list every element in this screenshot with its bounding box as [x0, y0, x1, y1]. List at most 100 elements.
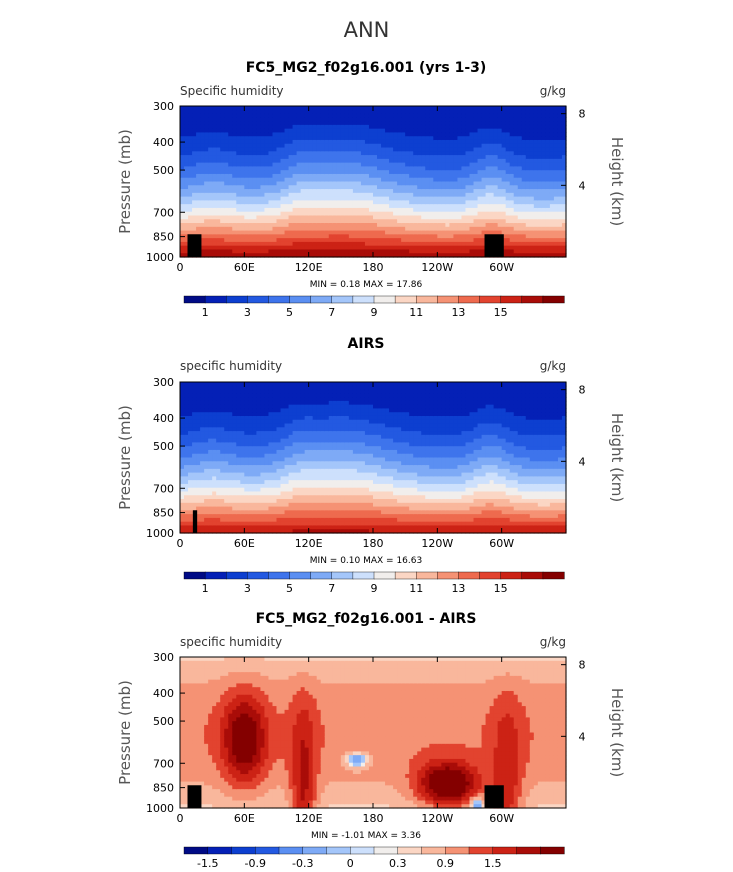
contour-cell — [405, 109, 410, 115]
contour-cell — [200, 189, 205, 194]
contour-cell — [236, 124, 241, 130]
contour-cell — [320, 177, 326, 183]
contour-cell — [196, 109, 201, 115]
contour-cell — [208, 207, 213, 213]
contour-cell — [505, 177, 511, 183]
contour-cell — [240, 400, 245, 406]
contour-cell — [180, 453, 185, 459]
contour-cell — [204, 495, 209, 500]
contour-cell — [200, 136, 205, 141]
contour-cell — [489, 177, 495, 183]
contour-cell — [188, 412, 193, 417]
contour-cell — [264, 207, 270, 213]
contour-cell — [529, 245, 535, 251]
contour-cell — [308, 109, 314, 115]
contour-cell — [373, 136, 378, 141]
contour-cell — [501, 181, 507, 186]
contour-cell — [192, 438, 197, 444]
contour-cell — [228, 476, 233, 481]
contour-cell — [272, 491, 278, 496]
contour-cell — [300, 109, 306, 115]
contour-cell — [184, 483, 189, 489]
contour-cell — [545, 177, 551, 183]
contour-cell — [280, 506, 286, 511]
contour-cell — [381, 106, 386, 111]
contour-cell — [497, 158, 503, 164]
contour-cell — [477, 189, 483, 194]
contour-cell — [200, 427, 205, 432]
contour-cell — [272, 253, 278, 258]
contour-cell — [204, 230, 209, 235]
contour-cell — [385, 128, 390, 134]
contour-cell — [204, 200, 209, 205]
contour-cell — [513, 226, 519, 232]
contour-cell — [356, 121, 362, 126]
contour-cell — [509, 230, 515, 235]
contour-cell — [328, 173, 334, 179]
contour-cell — [208, 423, 213, 428]
contour-cell — [469, 143, 475, 149]
contour-cell — [405, 113, 410, 118]
contour-cell — [433, 109, 438, 115]
contour-cell — [429, 155, 434, 160]
contour-cell — [328, 253, 334, 258]
contour-cell — [208, 121, 213, 126]
contour-cell — [252, 249, 257, 254]
contour-cell — [537, 143, 543, 149]
contour-cell — [272, 245, 278, 251]
contour-cell — [549, 241, 555, 247]
contour-cell — [493, 226, 499, 232]
contour-cell — [216, 147, 221, 152]
contour-cell — [453, 173, 459, 179]
contour-cell — [389, 241, 394, 247]
contour-cell — [393, 106, 398, 111]
contour-cell — [477, 113, 483, 118]
contour-cell — [557, 177, 563, 183]
contour-cell — [537, 226, 543, 232]
contour-cell — [296, 143, 302, 149]
contour-cell — [264, 468, 270, 474]
contour-cell — [208, 109, 213, 115]
contour-cell — [208, 461, 213, 466]
contour-cell — [445, 136, 450, 141]
contour-cell — [344, 215, 350, 220]
contour-cell — [501, 173, 507, 179]
contour-cell — [501, 128, 507, 134]
contour-cell — [513, 143, 519, 149]
contour-cell — [324, 106, 330, 111]
contour-cell — [501, 136, 507, 141]
contour-cell — [340, 139, 346, 145]
contour-cell — [248, 166, 253, 171]
contour-cell — [521, 170, 527, 175]
contour-cell — [320, 189, 326, 194]
contour-cell — [264, 223, 270, 228]
contour-cell — [236, 480, 241, 485]
contour-cell — [244, 438, 249, 444]
contour-cell — [344, 177, 350, 183]
contour-cell — [276, 476, 282, 481]
contour-cell — [445, 189, 450, 194]
contour-cell — [513, 245, 519, 251]
contour-cell — [280, 382, 286, 387]
contour-cell — [561, 124, 567, 130]
contour-cell — [304, 158, 310, 164]
contour-cell — [180, 121, 185, 126]
contour-cell — [224, 113, 229, 118]
contour-cell — [196, 113, 201, 118]
contour-cell — [264, 427, 270, 432]
contour-cell — [429, 132, 434, 137]
contour-cell — [316, 219, 322, 224]
contour-cell — [320, 245, 326, 251]
contour-cell — [457, 109, 463, 115]
contour-cell — [284, 113, 290, 118]
contour-cell — [308, 166, 314, 171]
contour-cell — [525, 245, 531, 251]
contour-cell — [429, 158, 434, 164]
contour-cell — [192, 185, 197, 190]
contour-cell — [220, 223, 225, 228]
contour-cell — [240, 219, 245, 224]
contour-cell — [316, 200, 322, 205]
contour-cell — [529, 132, 535, 137]
contour-cell — [457, 211, 463, 217]
contour-cell — [513, 147, 519, 152]
